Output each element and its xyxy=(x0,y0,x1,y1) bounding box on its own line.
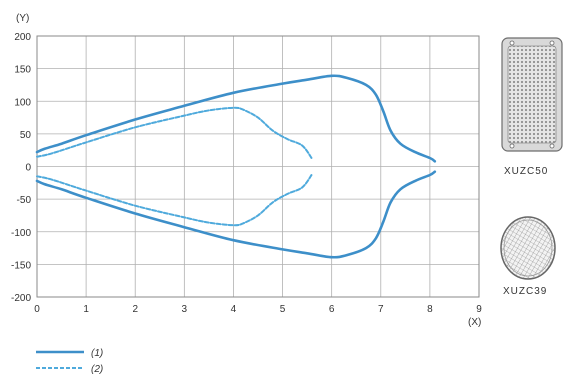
plot-frame xyxy=(36,35,480,298)
x-tick-labels: 0 1 2 3 4 5 6 7 8 9 xyxy=(34,304,482,315)
x-tick-label: 0 xyxy=(34,304,40,315)
y-tick-label: 50 xyxy=(20,130,32,141)
series-lines xyxy=(35,74,437,259)
x-tick-label: 6 xyxy=(329,304,335,315)
legend: (1) (2) xyxy=(36,348,103,375)
x-tick-label: 1 xyxy=(83,304,89,315)
x-tick-label: 5 xyxy=(280,304,286,315)
x-tick-label: 3 xyxy=(182,304,188,315)
square-reflector-icon xyxy=(501,37,563,152)
product-label-xuzc50: XUZC50 xyxy=(504,166,548,177)
x-tick-label: 4 xyxy=(231,304,237,315)
y-tick-labels: 200 150 100 50 0 -50 -100 -150 -200 xyxy=(11,32,31,304)
series-1-lower-line xyxy=(35,170,437,259)
y-tick-label: 0 xyxy=(25,163,31,174)
y-tick-label: 100 xyxy=(14,97,31,108)
y-axis-label: (Y) xyxy=(16,13,29,24)
y-tick-label: -150 xyxy=(11,260,31,271)
x-tick-label: 9 xyxy=(476,304,482,315)
series-2-upper-line xyxy=(36,106,313,160)
product-label-xuzc39: XUZC39 xyxy=(503,286,547,297)
legend-label-series-2: (2) xyxy=(91,364,103,375)
y-tick-label: -50 xyxy=(17,195,32,206)
y-tick-label: -200 xyxy=(11,293,31,304)
y-tick-label: -100 xyxy=(11,228,31,239)
series-1-upper-line xyxy=(35,74,437,163)
legend-label-series-1: (1) xyxy=(91,348,103,359)
x-tick-label: 2 xyxy=(132,304,138,315)
x-tick-label: 7 xyxy=(378,304,384,315)
series-2-lower-line xyxy=(36,173,313,227)
y-tick-label: 200 xyxy=(14,32,31,43)
y-tick-label: 150 xyxy=(14,65,31,76)
round-reflector-icon xyxy=(500,216,556,280)
x-axis-label: (X) xyxy=(468,317,481,328)
x-tick-label: 8 xyxy=(427,304,433,315)
plot-grid xyxy=(36,35,480,298)
